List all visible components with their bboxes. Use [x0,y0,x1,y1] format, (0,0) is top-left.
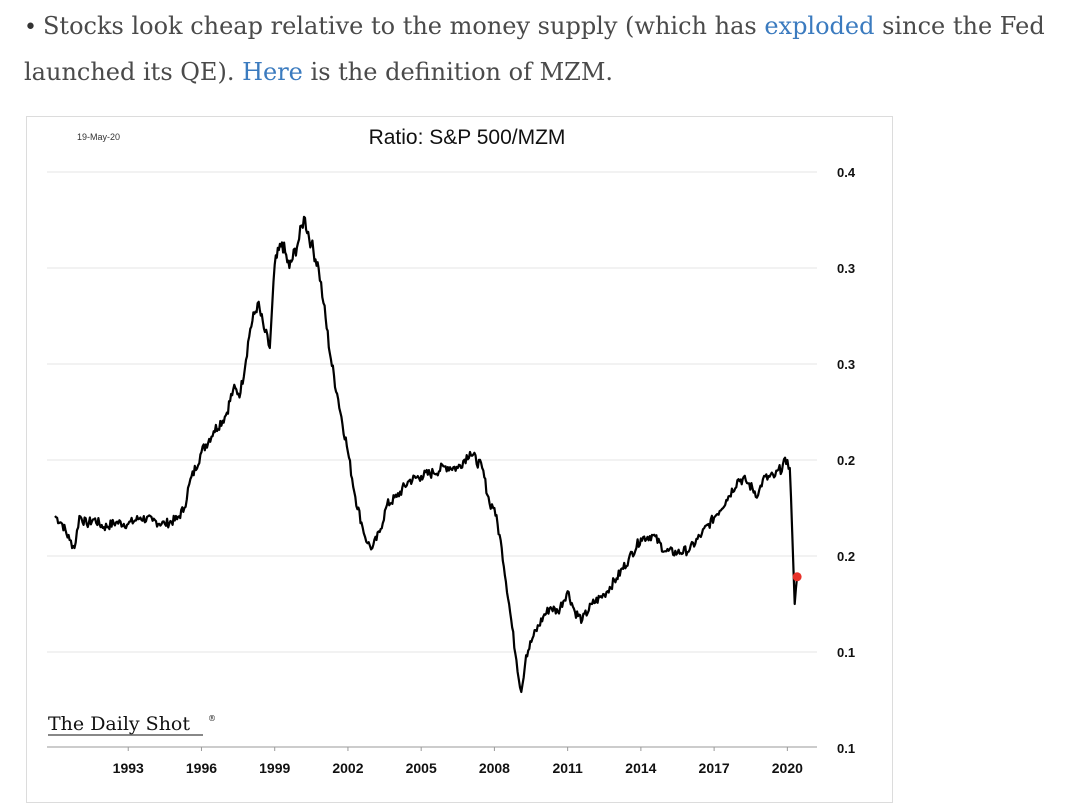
source-logo: The Daily Shot [48,713,190,735]
y-tick-label: 0.2 [837,453,855,468]
x-axis-ticks: 1993 1996 1999 2002 2005 2008 2011 2014 2017 2020 [113,747,803,776]
chart-card: 19-May-20 Ratio: S&P 500/MZM 0.4 0.3 0.3 0.… [26,116,893,803]
x-tick-label: 2017 [699,760,730,776]
y-tick-label: 0.3 [837,261,855,276]
exploded-link[interactable]: exploded [764,12,875,40]
intro-text-1: Stocks look cheap relative to the money … [42,12,765,40]
latest-value-marker [792,572,802,582]
y-tick-label: 0.2 [837,549,855,564]
source-logo-mark: ® [208,714,216,723]
here-link[interactable]: Here [242,58,303,86]
x-tick-label: 2002 [332,760,363,776]
x-tick-label: 1993 [113,760,144,776]
y-tick-label: 0.1 [837,741,855,756]
y-tick-label: 0.4 [837,165,856,180]
intro-text-3: is the definition of MZM. [302,58,614,86]
date-stamp: 19-May-20 [77,132,120,142]
x-tick-label: 2008 [479,760,510,776]
x-tick-label: 2014 [625,760,656,776]
intro-paragraph: • Stocks look cheap relative to the money… [24,4,1064,94]
ratio-chart: 19-May-20 Ratio: S&P 500/MZM 0.40.30.30.… [47,126,856,776]
y-tick-label: 0.3 [837,357,855,372]
grid-lines [47,171,817,653]
y-axis-ticks: 0.4 0.3 0.3 0.2 0.2 0.1 0.1 [837,165,856,756]
intro-text-2: since the Fed launched its QE). [24,12,1045,86]
bullet-point: • [24,15,37,40]
x-tick-label: 2005 [406,760,437,776]
x-tick-label: 1996 [186,760,217,776]
x-tick-label: 1999 [259,760,290,776]
x-tick-label: 2020 [772,760,803,776]
x-tick-label: 2011 [552,760,583,776]
chart-title: Ratio: S&P 500/MZM [369,126,566,149]
ratio-series-line [54,215,799,694]
y-tick-label: 0.1 [837,645,855,660]
